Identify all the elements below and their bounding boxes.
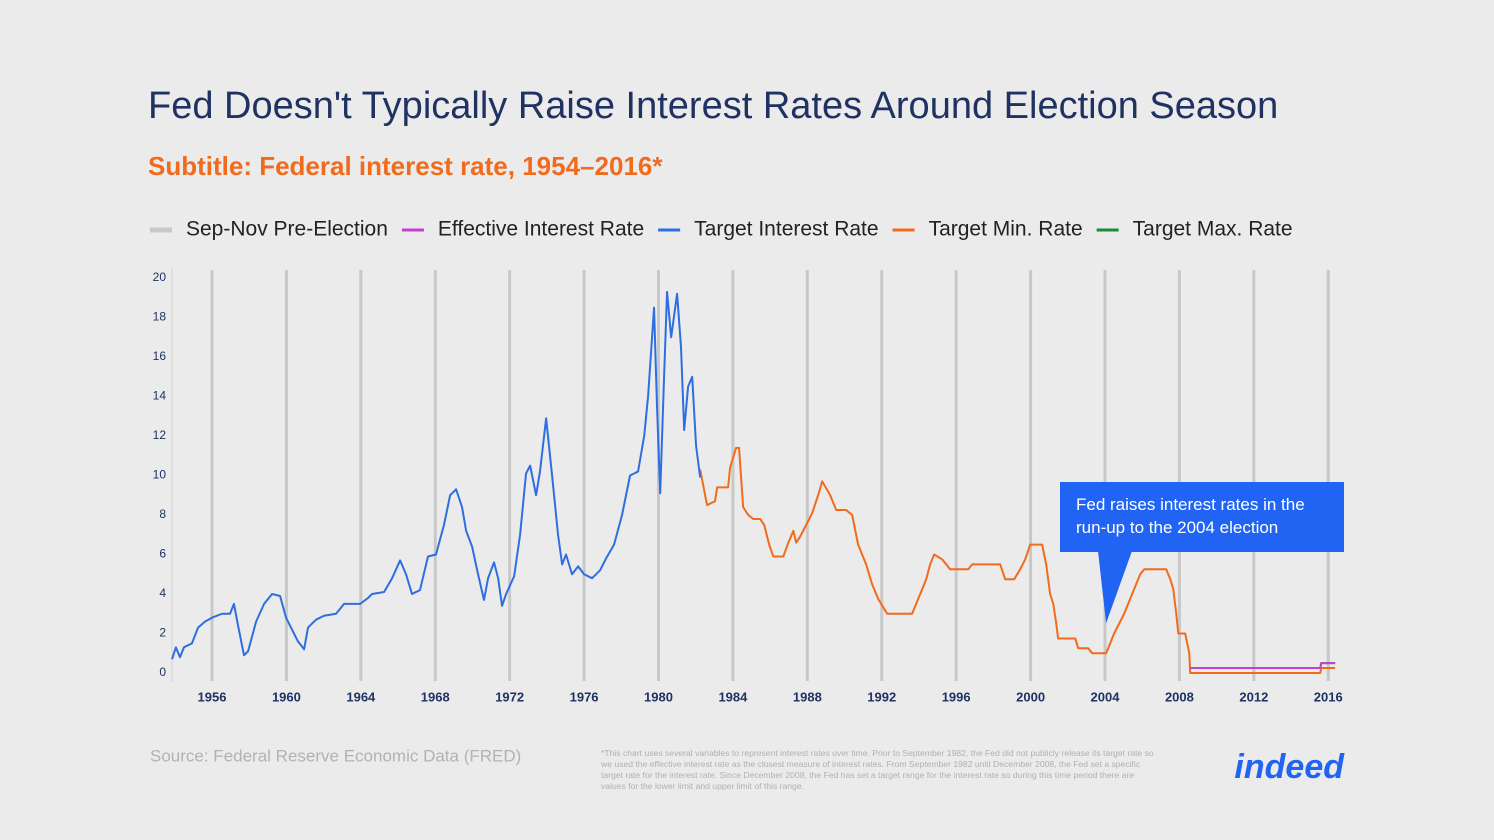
y-tick-label: 18 xyxy=(153,310,167,324)
x-tick-label: 1960 xyxy=(272,689,301,704)
legend-label: Target Max. Rate xyxy=(1133,218,1293,241)
brand-logo: indeed xyxy=(1234,748,1345,786)
x-tick-label: 1984 xyxy=(718,689,748,704)
x-tick-label: 2016 xyxy=(1314,689,1343,704)
y-tick-label: 20 xyxy=(153,270,167,284)
series-line xyxy=(1190,662,1336,670)
x-tick-label: 1976 xyxy=(570,689,599,704)
x-tick-label: 2008 xyxy=(1165,689,1194,704)
footnote: *This chart uses several variables to re… xyxy=(601,748,1154,791)
legend-label: Effective Interest Rate xyxy=(438,218,644,241)
x-tick-label: 1992 xyxy=(867,689,896,704)
y-tick-label: 4 xyxy=(159,586,166,600)
y-tick-label: 0 xyxy=(159,665,166,679)
chart-title: Fed Doesn't Typically Raise Interest Rat… xyxy=(148,85,1278,127)
x-tick-label: 1996 xyxy=(942,689,971,704)
y-tick-label: 16 xyxy=(153,349,167,363)
legend-label: Target Min. Rate xyxy=(929,218,1083,241)
y-tick-label: 14 xyxy=(153,389,167,403)
legend-label: Sep-Nov Pre-Election xyxy=(186,218,388,241)
y-tick-label: 2 xyxy=(159,626,166,640)
series-line xyxy=(171,290,702,660)
x-tick-label: 1988 xyxy=(793,689,822,704)
x-tick-label: 2000 xyxy=(1016,689,1045,704)
y-tick-label: 10 xyxy=(153,468,167,482)
x-tick-label: 1956 xyxy=(198,689,227,704)
annotation-pointer xyxy=(1098,551,1132,624)
y-tick-label: 12 xyxy=(153,428,167,442)
x-tick-label: 2004 xyxy=(1091,689,1121,704)
series-line xyxy=(699,446,1336,674)
x-tick-label: 1964 xyxy=(346,689,376,704)
source: Source: Federal Reserve Economic Data (F… xyxy=(150,746,521,765)
y-tick-label: 6 xyxy=(159,547,166,561)
annotation: Fed raises interest rates in the run-up … xyxy=(1060,482,1344,552)
x-tick-label: 2012 xyxy=(1239,689,1268,704)
legend-label: Target Interest Rate xyxy=(694,218,878,241)
chart-subtitle: Subtitle: Federal interest rate, 1954–20… xyxy=(148,151,663,181)
y-tick-label: 8 xyxy=(159,507,166,521)
x-tick-label: 1968 xyxy=(421,689,450,704)
x-tick-label: 1972 xyxy=(495,689,524,704)
x-tick-label: 1980 xyxy=(644,689,673,704)
